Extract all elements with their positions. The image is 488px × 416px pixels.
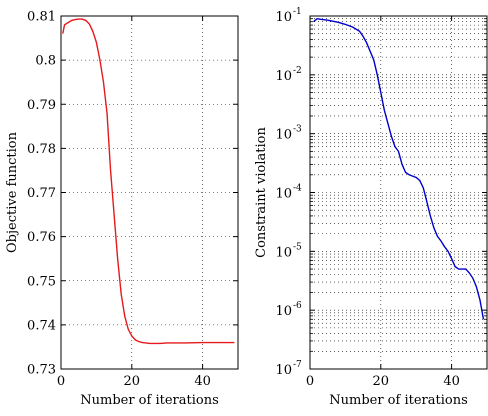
y-tick-base: 10 [275, 10, 292, 25]
y-tick-label: 0.75 [27, 274, 56, 289]
y-tick-label: 10 [275, 187, 292, 202]
y-tick-label: 10 [275, 363, 292, 378]
x-tick-label: 20 [124, 374, 141, 389]
objective-grid [61, 16, 238, 369]
y-tick-label: 0.77 [27, 186, 56, 201]
constraint-grid [310, 16, 487, 369]
y-tick-label: 0.8 [35, 54, 56, 69]
y-tick-base: 10 [275, 245, 292, 260]
y-tick-exponent: -3 [293, 125, 302, 135]
constraint-series-line [313, 17, 485, 320]
y-tick-base: 10 [275, 363, 292, 378]
objective-x-axis-label: Number of iterations [80, 393, 219, 408]
y-tick-label: 10 [275, 69, 292, 84]
y-tick-base: 10 [275, 304, 292, 319]
y-tick-base: 10 [275, 69, 292, 84]
y-tick-label: 0.79 [27, 98, 56, 113]
y-tick-exponent: -1 [293, 7, 302, 17]
y-tick-label: 0.78 [27, 142, 56, 157]
x-tick-label: 40 [443, 374, 460, 389]
objective-series-line [62, 18, 235, 345]
objective-ticks: 0 20 40 0.73 0.74 0.75 0.76 0.77 0.78 0.79 0.8 0.81 [27, 10, 238, 389]
y-tick-exponent: -2 [293, 66, 302, 76]
constraint-x-axis-label: Number of iterations [329, 393, 468, 408]
y-tick-base: 10 [275, 187, 292, 202]
y-tick-base: 10 [275, 128, 292, 143]
y-tick-label: 10 [275, 245, 292, 260]
y-tick-label: 0.76 [27, 230, 56, 245]
objective-y-axis-label: Objective function [5, 131, 20, 253]
objective-chart: 0 20 40 0.73 0.74 0.75 0.76 0.77 0.78 0.79 0.8 0.81… [5, 10, 239, 408]
y-tick-label: 10 [275, 128, 292, 143]
y-tick-exponent: -6 [293, 301, 302, 311]
y-tick-label: 10 [275, 10, 292, 25]
x-tick-label: 20 [373, 374, 390, 389]
y-tick-label: 0.74 [27, 318, 56, 333]
x-tick-label: 0 [57, 374, 65, 389]
y-tick-label: 0.73 [27, 363, 56, 378]
constraint-y-axis-label: Constraint violation [254, 127, 269, 258]
y-tick-label: 0.81 [27, 10, 56, 25]
y-tick-label: 10 [275, 304, 292, 319]
y-tick-exponent: -4 [293, 184, 302, 194]
y-tick-exponent: -7 [293, 360, 302, 370]
y-tick-exponent: -5 [293, 242, 302, 252]
x-tick-label: 0 [306, 374, 314, 389]
x-tick-label: 40 [194, 374, 211, 389]
